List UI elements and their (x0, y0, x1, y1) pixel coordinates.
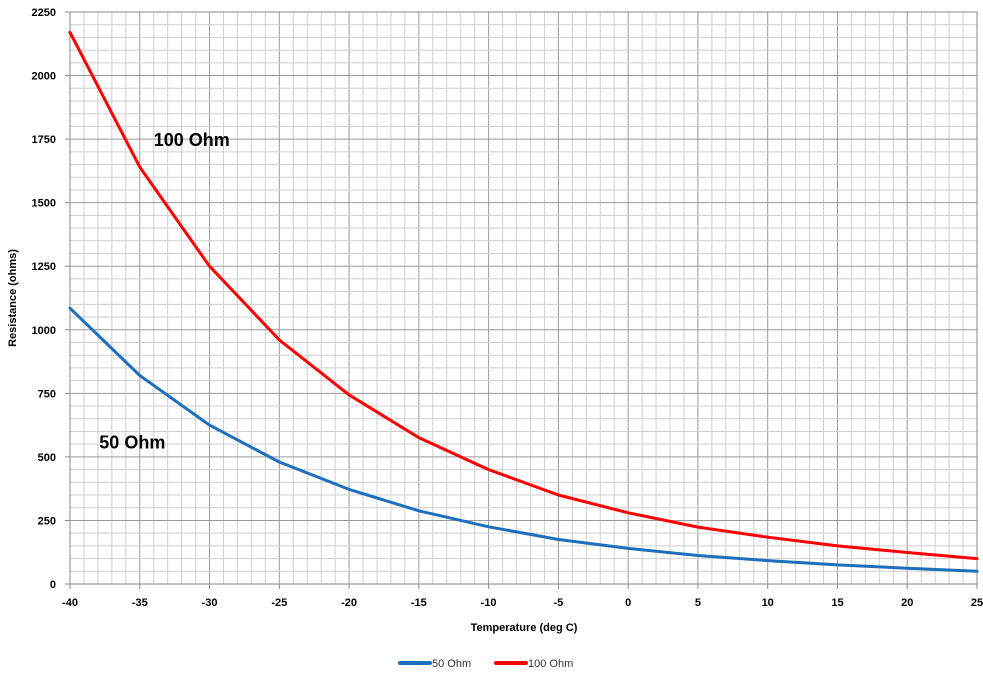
y-tick-label: 1750 (32, 134, 56, 146)
x-tick-label: 10 (762, 597, 774, 609)
y-tick-label: 0 (50, 579, 56, 591)
annotation-label: 50 Ohm (99, 433, 165, 453)
y-axis-ticks: 0 250 500 750 1000 1250 1500 1750 2000 2250 (32, 7, 70, 591)
series-lines (68, 30, 979, 573)
plot-border (69, 11, 978, 585)
x-tick-label: 5 (695, 597, 701, 609)
x-tick-label: -20 (341, 597, 357, 609)
x-tick-label: -15 (411, 597, 427, 609)
legend-label-100-ohm: 100 Ohm (528, 658, 573, 670)
x-tick-label: -40 (62, 597, 78, 609)
x-tick-label: 0 (625, 597, 631, 609)
x-tick-label: -35 (132, 597, 148, 609)
y-axis-title: Resistance (ohms) (7, 249, 19, 347)
y-tick-label: 1250 (32, 261, 56, 273)
x-tick-label: 25 (971, 597, 983, 609)
series-line-100-ohm (68, 30, 979, 561)
legend-label-50-ohm: 50 Ohm (432, 658, 471, 670)
y-tick-label: 2000 (32, 71, 56, 83)
x-tick-label: -5 (553, 597, 563, 609)
x-tick-label: -30 (202, 597, 218, 609)
y-tick-label: 750 (38, 388, 56, 400)
y-tick-label: 250 (38, 515, 56, 527)
series-line-50-ohm (68, 306, 979, 573)
y-tick-label: 1000 (32, 325, 56, 337)
y-tick-label: 2250 (32, 7, 56, 19)
annotation-label: 100 Ohm (154, 130, 230, 150)
x-tick-label: 20 (901, 597, 913, 609)
y-tick-label: 500 (38, 452, 56, 464)
x-tick-label: -25 (271, 597, 287, 609)
x-tick-label: -10 (481, 597, 497, 609)
x-axis-ticks: -40 -35 -30 -25 -20 -15 -10 -5 0 5 10 15 20 25 (62, 584, 983, 609)
annotations: 100 Ohm 50 Ohm (99, 130, 229, 453)
x-axis-title: Temperature (deg C) (471, 622, 578, 634)
plot-grid (69, 11, 978, 585)
x-tick-label: 15 (831, 597, 843, 609)
legend: 50 Ohm 100 Ohm (398, 658, 573, 670)
y-tick-label: 1500 (32, 198, 56, 210)
